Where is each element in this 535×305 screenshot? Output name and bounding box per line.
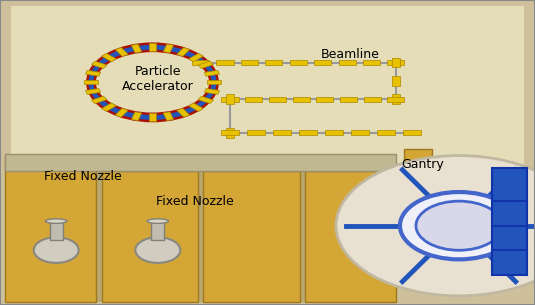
Bar bbox=[300, 130, 317, 135]
Text: Particle
Accelerator: Particle Accelerator bbox=[122, 65, 194, 93]
Bar bbox=[163, 112, 173, 120]
Bar bbox=[364, 97, 381, 102]
Bar bbox=[177, 108, 190, 117]
Bar bbox=[377, 130, 394, 135]
Bar bbox=[363, 60, 380, 65]
Bar bbox=[189, 103, 203, 111]
Bar bbox=[314, 60, 331, 65]
Bar bbox=[221, 130, 239, 135]
Bar bbox=[86, 88, 101, 94]
Bar bbox=[351, 130, 369, 135]
Bar bbox=[226, 128, 234, 138]
Bar bbox=[5, 156, 96, 302]
Bar bbox=[84, 81, 98, 84]
Bar bbox=[325, 130, 342, 135]
Bar bbox=[115, 108, 128, 117]
Bar bbox=[198, 61, 213, 69]
Bar bbox=[115, 48, 128, 56]
Bar bbox=[392, 94, 400, 104]
Bar bbox=[5, 154, 396, 171]
Bar bbox=[290, 60, 307, 65]
Bar bbox=[217, 60, 234, 65]
Bar bbox=[293, 97, 310, 102]
Bar bbox=[11, 6, 524, 195]
Text: Fixed Nozzle: Fixed Nozzle bbox=[156, 195, 234, 208]
Bar bbox=[392, 58, 400, 67]
Bar bbox=[316, 97, 333, 102]
Bar bbox=[163, 44, 173, 53]
Bar bbox=[203, 171, 300, 302]
Bar bbox=[403, 130, 421, 135]
Circle shape bbox=[416, 201, 502, 250]
Bar bbox=[102, 53, 116, 62]
Bar bbox=[132, 44, 142, 53]
Circle shape bbox=[135, 237, 180, 263]
Bar bbox=[50, 221, 63, 240]
Bar bbox=[86, 70, 101, 76]
Bar bbox=[492, 168, 527, 274]
Bar bbox=[192, 60, 209, 65]
Bar bbox=[91, 96, 107, 104]
Bar bbox=[151, 221, 164, 240]
Bar bbox=[248, 130, 265, 135]
Bar bbox=[221, 97, 239, 102]
Bar bbox=[189, 53, 203, 62]
Bar bbox=[273, 130, 291, 135]
Bar bbox=[387, 97, 404, 102]
Bar bbox=[226, 94, 234, 104]
Bar bbox=[5, 171, 396, 302]
Bar bbox=[305, 171, 396, 302]
Bar bbox=[102, 171, 198, 302]
Bar bbox=[340, 97, 357, 102]
Bar bbox=[91, 61, 107, 69]
Bar bbox=[204, 70, 219, 76]
Text: Beamline: Beamline bbox=[321, 48, 380, 61]
Text: Gantry: Gantry bbox=[401, 158, 444, 171]
Bar bbox=[387, 60, 404, 65]
Ellipse shape bbox=[45, 219, 67, 223]
Bar bbox=[207, 80, 221, 84]
Bar bbox=[339, 60, 356, 65]
Circle shape bbox=[336, 156, 535, 296]
Bar bbox=[241, 60, 258, 65]
Ellipse shape bbox=[147, 219, 169, 223]
Bar bbox=[132, 112, 142, 120]
Bar bbox=[245, 97, 262, 102]
Bar bbox=[265, 60, 282, 65]
Bar bbox=[204, 88, 219, 94]
Circle shape bbox=[400, 192, 518, 259]
Bar bbox=[198, 96, 213, 104]
Text: Fixed Nozzle: Fixed Nozzle bbox=[44, 170, 122, 183]
Bar bbox=[269, 97, 286, 102]
Bar bbox=[102, 103, 116, 111]
Bar bbox=[392, 76, 400, 86]
Bar bbox=[404, 149, 432, 281]
Bar bbox=[149, 43, 156, 51]
Bar bbox=[149, 113, 156, 121]
Bar bbox=[177, 48, 190, 56]
Circle shape bbox=[34, 237, 79, 263]
